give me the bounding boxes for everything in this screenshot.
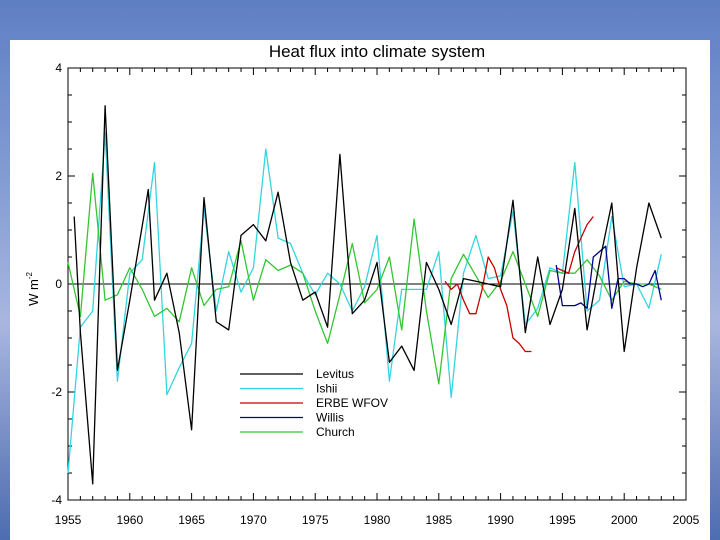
tick-labels: 1955 1960 1965 1970 1975 1980 1985 1990 1995 2000…: [51, 61, 699, 527]
series-line-church: [67, 172, 662, 385]
x-tick-label: 1970: [240, 513, 267, 527]
series-line-levitus: [73, 105, 662, 485]
series-line-willis: [555, 245, 662, 309]
y-tick-label: 4: [55, 61, 62, 75]
x-tick-label: 1975: [302, 513, 329, 527]
x-tick-label: 1995: [549, 513, 576, 527]
y-axis-label-superscript: -2: [25, 272, 34, 280]
series-line-erbe-wfov: [444, 256, 532, 353]
legend-label-erbe-wfov: ERBE WFOV: [316, 396, 388, 410]
y-axis-label-text: W m: [26, 279, 41, 306]
y-axis-label: W m-2: [25, 272, 41, 306]
legend-label-church: Church: [316, 425, 355, 439]
series-layer: [67, 105, 662, 485]
series-line-erbe-wfov-segment-2: [555, 216, 594, 274]
y-tick-label: -4: [51, 493, 62, 507]
x-tick-label: 2005: [673, 513, 700, 527]
x-tick-label: 1990: [487, 513, 514, 527]
slide-panel: [10, 40, 710, 540]
legend-label-willis: Willis: [316, 411, 344, 425]
x-tick-label: 1980: [364, 513, 391, 527]
x-tick-label: 1955: [55, 513, 82, 527]
x-tick-label: 1965: [178, 513, 205, 527]
legend-label-levitus: Levitus: [316, 367, 354, 381]
y-tick-label: -2: [51, 385, 62, 399]
chart-title: Heat flux into climate system: [269, 42, 485, 61]
x-tick-label: 1960: [116, 513, 143, 527]
y-tick-label: 0: [55, 277, 62, 291]
x-tick-label: 2000: [611, 513, 638, 527]
legend-label-ishii: Ishii: [316, 382, 337, 396]
y-tick-label: 2: [55, 169, 62, 183]
x-tick-label: 1985: [425, 513, 452, 527]
